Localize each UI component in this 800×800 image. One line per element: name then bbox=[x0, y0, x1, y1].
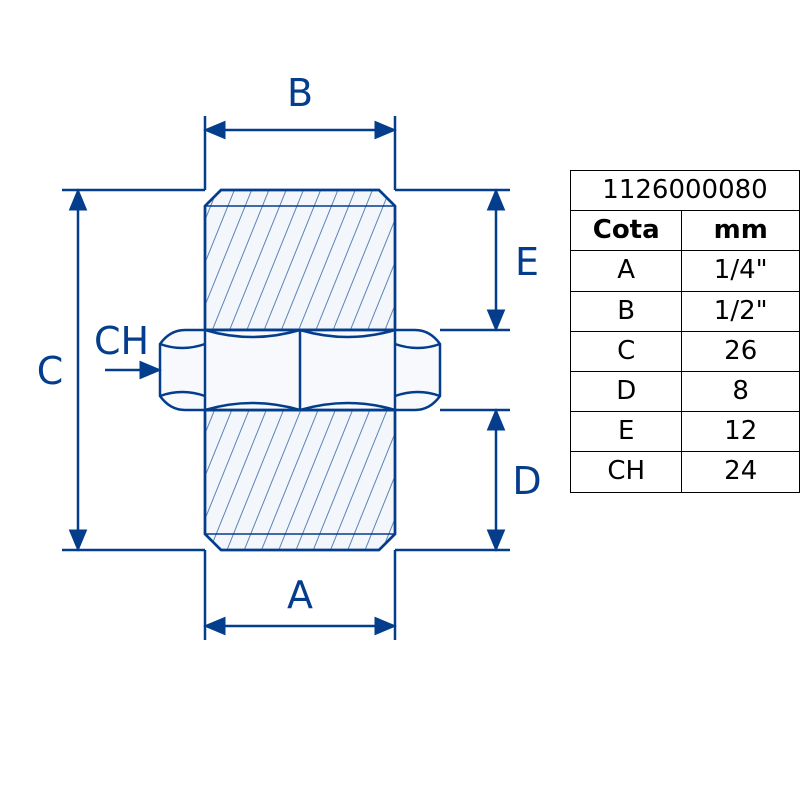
table-row: A 1/4" bbox=[571, 251, 800, 291]
header-mm: mm bbox=[682, 211, 800, 251]
dim-label-E: E bbox=[510, 243, 544, 281]
table-row: C 26 bbox=[571, 331, 800, 371]
table-row: B 1/2" bbox=[571, 291, 800, 331]
dim-label-B: B bbox=[280, 74, 320, 112]
hex-nut bbox=[160, 330, 440, 410]
table-row: CH 24 bbox=[571, 452, 800, 492]
dim-label-CH: CH bbox=[94, 322, 164, 360]
header-cota: Cota bbox=[571, 211, 682, 251]
spec-table: 1126000080 Cota mm A 1/4" B 1/2" C 26 D … bbox=[570, 170, 800, 493]
part-body bbox=[160, 190, 440, 550]
spec-header-row: Cota mm bbox=[571, 211, 800, 251]
dim-label-A: A bbox=[280, 576, 320, 614]
technical-drawing-sheet: B A C E D CH 1126000080 Cota mm A 1/4" B… bbox=[0, 0, 800, 800]
dim-D bbox=[395, 410, 510, 550]
table-row: E 12 bbox=[571, 412, 800, 452]
spec-title-row: 1126000080 bbox=[571, 171, 800, 211]
dim-B bbox=[205, 116, 395, 190]
dim-label-D: D bbox=[508, 462, 546, 500]
part-number: 1126000080 bbox=[571, 171, 800, 211]
dim-label-C: C bbox=[30, 352, 70, 390]
table-row: D 8 bbox=[571, 371, 800, 411]
dim-E bbox=[395, 190, 510, 330]
